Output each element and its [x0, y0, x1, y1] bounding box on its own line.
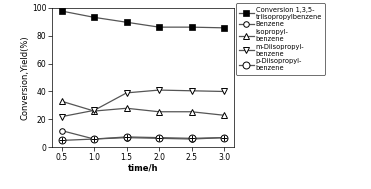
- Y-axis label: Conversion,Yield(%): Conversion,Yield(%): [20, 35, 29, 120]
- Legend: Conversion 1,3,5-
triisopropylbenzene, Benzene, Isopropyl-
benzene, m-Diisopropy: Conversion 1,3,5- triisopropylbenzene, B…: [236, 3, 325, 75]
- X-axis label: time/h: time/h: [128, 163, 158, 172]
